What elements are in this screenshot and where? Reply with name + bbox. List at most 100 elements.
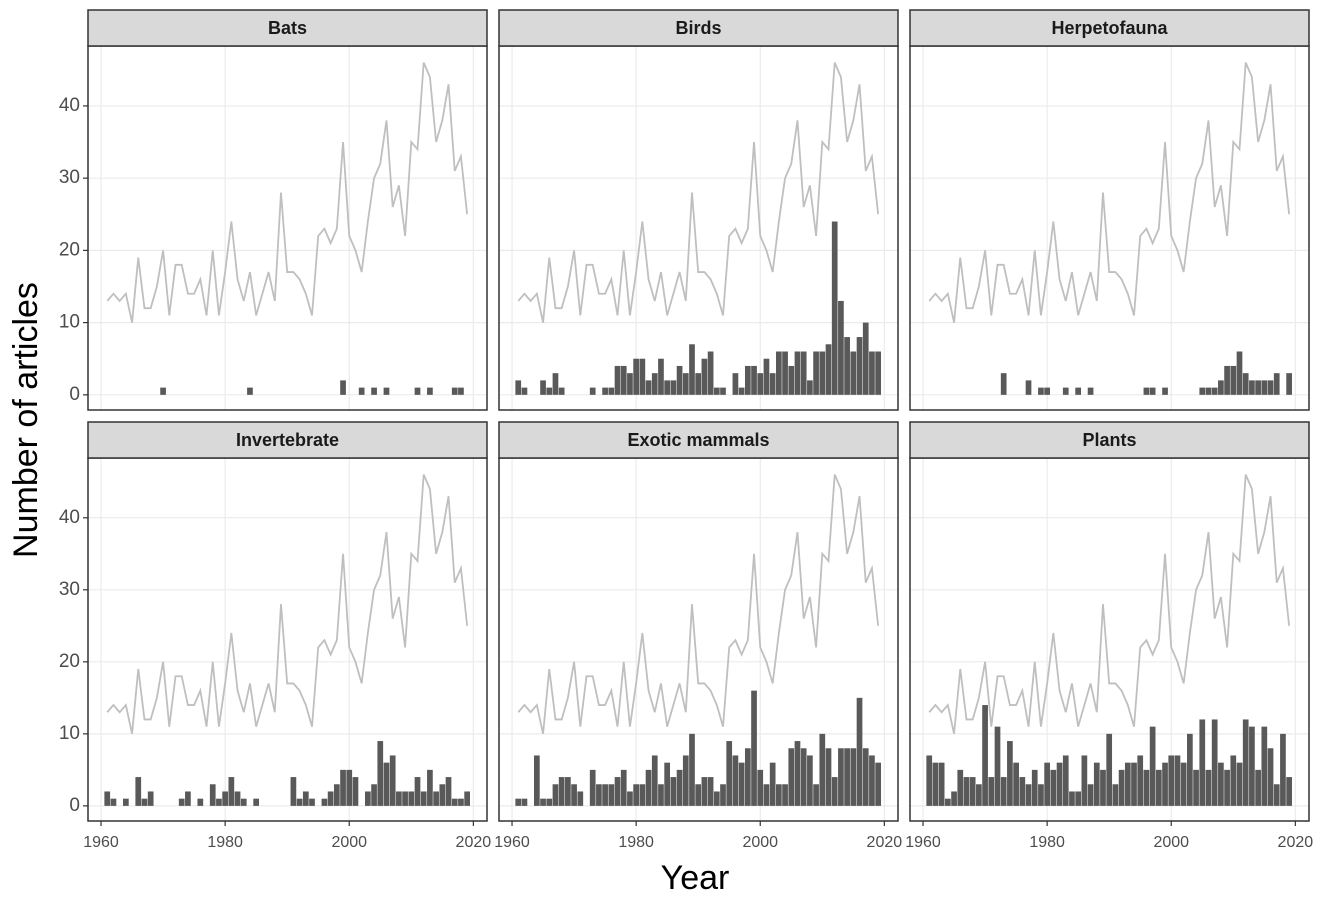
bar [1118, 769, 1125, 806]
x-axis-title: Year [661, 859, 730, 897]
bar [1224, 365, 1230, 395]
bar [104, 791, 111, 806]
bar [396, 791, 402, 806]
bar [427, 387, 433, 395]
bar [932, 762, 939, 806]
bar [458, 798, 464, 806]
bar [751, 365, 757, 395]
bar [1093, 762, 1100, 806]
bar [515, 798, 522, 806]
bar [290, 777, 297, 806]
bar [850, 351, 857, 395]
bar [1044, 387, 1050, 395]
bar [197, 798, 204, 806]
bar [451, 798, 458, 806]
bar [800, 748, 807, 806]
bar [321, 798, 328, 806]
bar [645, 380, 652, 395]
bar [744, 365, 751, 395]
bar [838, 300, 844, 395]
bar [664, 762, 671, 806]
bar [540, 380, 546, 395]
bar [645, 769, 652, 806]
bar [844, 748, 850, 806]
bar [776, 784, 782, 806]
bar [1100, 769, 1106, 806]
bar [253, 798, 260, 806]
bar [951, 791, 957, 806]
x-tick-label: 1980 [207, 834, 243, 851]
bar [763, 784, 770, 806]
bar [309, 798, 315, 806]
bar [1050, 769, 1057, 806]
bar [651, 755, 658, 806]
bar [1261, 726, 1268, 806]
panel-background [88, 458, 487, 821]
strip [498, 421, 899, 459]
bar [178, 798, 185, 806]
bar [389, 755, 396, 806]
strip-title: Birds [675, 18, 721, 38]
bar [788, 748, 795, 806]
bar [957, 769, 964, 806]
bar [1286, 373, 1292, 395]
bar [1242, 373, 1249, 395]
bar [1019, 777, 1026, 806]
bar [658, 358, 664, 395]
bar [639, 784, 646, 806]
x-tick-label: 2000 [742, 834, 778, 851]
y-tick-label: 20 [59, 239, 80, 260]
strip [498, 9, 899, 47]
bar [769, 762, 776, 806]
bar [571, 784, 577, 806]
bar [1000, 373, 1007, 395]
bar [944, 798, 951, 806]
bar [1205, 387, 1212, 395]
bar [782, 784, 788, 806]
y-tick-label: 30 [59, 579, 80, 600]
bar [856, 337, 863, 395]
bar [540, 798, 546, 806]
x-tick-label: 2020 [1278, 834, 1314, 851]
bar [1230, 755, 1237, 806]
bar [458, 387, 464, 395]
strip [87, 421, 488, 459]
bar [1249, 726, 1255, 806]
panel-background [910, 46, 1309, 410]
bar [757, 373, 764, 395]
bar [763, 358, 770, 395]
bar [414, 387, 421, 395]
bar [794, 351, 801, 395]
bar [664, 380, 671, 395]
bar [602, 784, 608, 806]
bar [751, 690, 757, 806]
bar [1038, 387, 1044, 395]
y-tick-label: 40 [59, 95, 80, 116]
bar [732, 373, 739, 395]
bar [782, 351, 788, 395]
y-tick-label: 10 [59, 723, 80, 744]
bar [1087, 387, 1094, 395]
y-tick-label: 20 [59, 651, 80, 672]
bar [831, 777, 838, 806]
bar [1025, 380, 1032, 395]
bar [639, 358, 646, 395]
total-line [928, 62, 1291, 323]
bar [1249, 380, 1255, 395]
bar [1218, 762, 1224, 806]
x-tick-label: 1980 [618, 834, 654, 851]
bar [340, 380, 346, 395]
bar [1143, 387, 1150, 395]
bar [869, 351, 875, 395]
bar [844, 337, 850, 395]
bar [800, 351, 807, 395]
x-tick-label: 1980 [1029, 834, 1065, 851]
bar [464, 791, 470, 806]
bar [720, 784, 726, 806]
bar [726, 741, 733, 806]
bar [141, 798, 148, 806]
bar [558, 777, 565, 806]
bar [850, 748, 857, 806]
bar [1199, 719, 1206, 806]
